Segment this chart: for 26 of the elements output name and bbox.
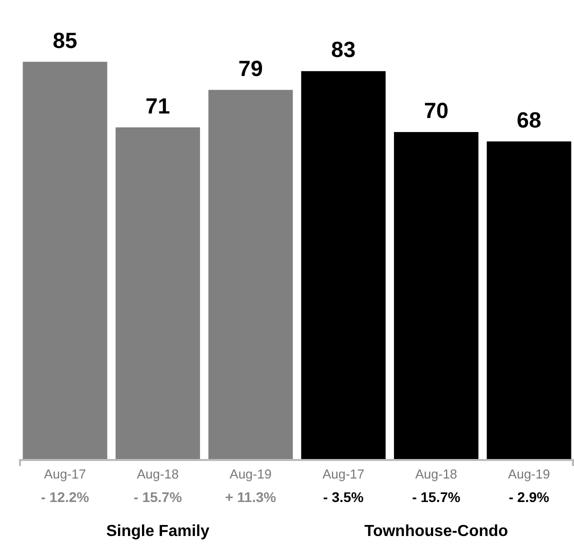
bar [116,127,200,460]
x-tick-label: Aug-18 [136,466,179,482]
bar [208,90,293,460]
text: Townhouse-Condo [364,523,508,540]
text: - 15.7% [134,489,182,505]
bar [22,62,108,460]
text: Single Family [106,523,210,540]
x-tick-label: Aug-18 [415,466,458,482]
x-tick-label: Aug-17 [44,466,86,482]
data-label: 68 [516,107,542,132]
data-label: 70 [424,98,448,124]
bar [486,141,572,460]
bar [394,132,478,460]
text: + 11.3% [225,489,277,505]
text: - 3.5% [323,489,364,505]
data-label: 71 [146,93,170,118]
text: - 15.7% [412,489,461,505]
bar [301,71,386,460]
x-tick-label: Aug-17 [322,466,364,482]
text: - 2.9% [508,489,550,505]
data-label: 79 [238,56,263,81]
x-tick-label: Aug-19 [508,466,550,482]
x-tick-label: Aug-19 [230,466,272,482]
text: - 12.2% [40,489,90,505]
data-label: 83 [331,37,356,62]
data-label: 85 [52,28,78,53]
